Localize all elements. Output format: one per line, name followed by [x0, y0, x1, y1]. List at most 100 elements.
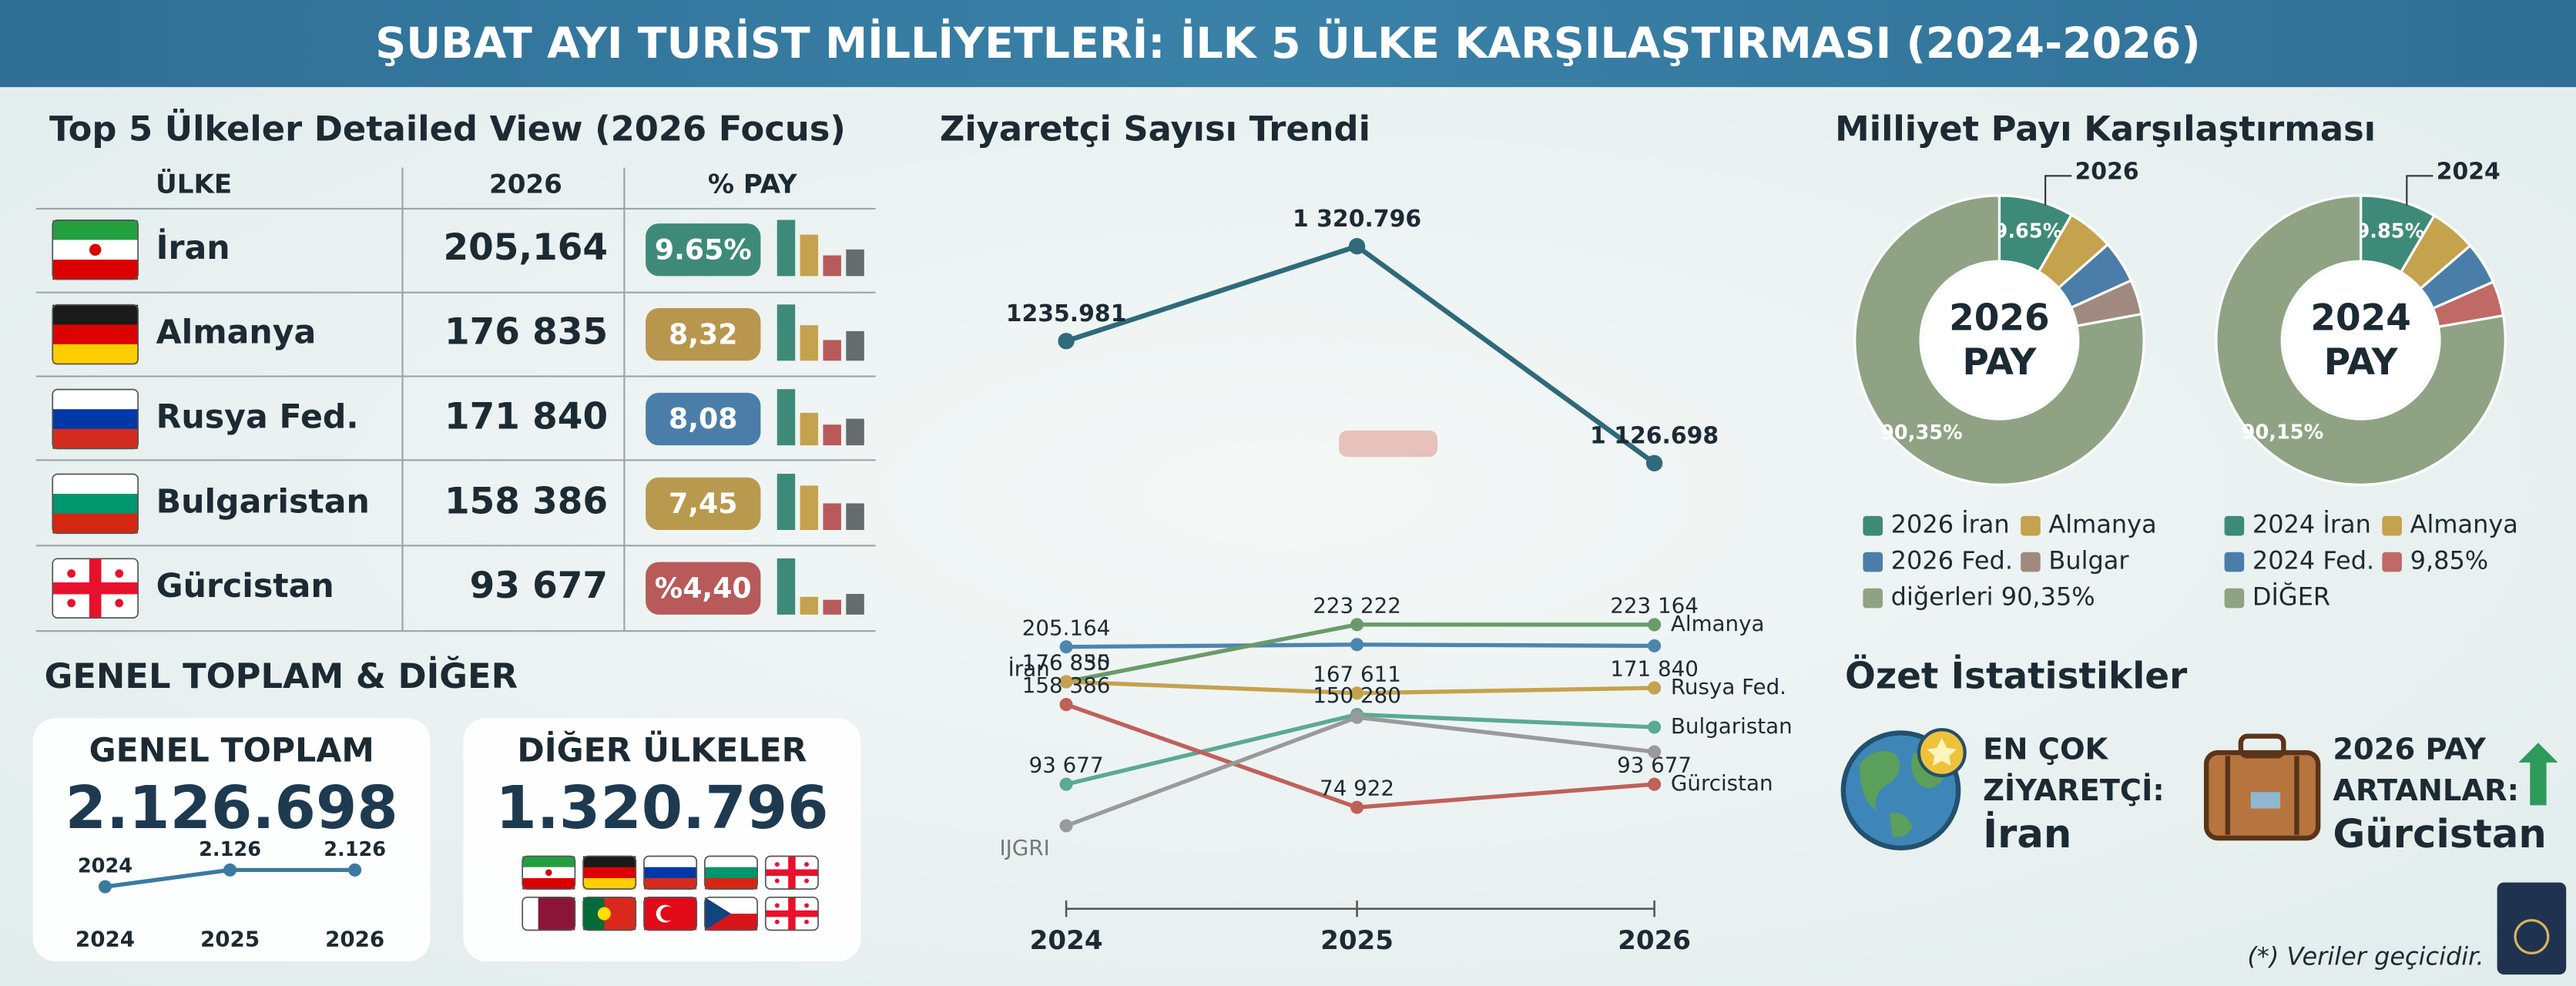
- slice-label: 90,15%: [2242, 421, 2324, 444]
- share-pill: [646, 392, 761, 446]
- mini-bar: [800, 596, 819, 615]
- share-label: 8,32: [669, 317, 737, 350]
- legend-label: 2024 İran: [2252, 510, 2371, 539]
- passport-emblem: [2514, 919, 2550, 954]
- total-point: [223, 863, 237, 877]
- flag-stripe: [52, 220, 139, 240]
- series-point: [1058, 333, 1075, 350]
- flag: [522, 896, 576, 931]
- card-value: 2.126.698: [65, 774, 398, 843]
- chart-title: Milliyet Payı Karşılaştırması: [1835, 109, 2376, 149]
- flag-stripe: [644, 877, 697, 890]
- pie-center: 2024: [2310, 297, 2411, 339]
- total-card: [32, 718, 431, 961]
- legend-swatch: [2382, 552, 2402, 572]
- share-pill: [646, 477, 761, 530]
- value-label: 1 126.698: [1590, 423, 1719, 450]
- mini-bar: [776, 220, 796, 277]
- mini-bar: [800, 485, 819, 530]
- flag-border: [643, 855, 698, 890]
- passport: [2497, 882, 2567, 975]
- series-point: [1648, 745, 1662, 759]
- value-label: 223 164: [1610, 592, 1699, 618]
- legend-swatch: [2021, 552, 2041, 572]
- series-name: Almanya: [1671, 611, 1765, 636]
- flag-stripe: [704, 877, 758, 890]
- mini-bar: [776, 304, 796, 361]
- passport-icon: [2497, 882, 2567, 975]
- value-label: 74 922: [1320, 776, 1394, 801]
- flag-stripe: [52, 409, 139, 430]
- flag-border: [52, 473, 139, 535]
- country-name: Gürcistan: [156, 567, 334, 605]
- flag: [764, 855, 819, 890]
- up-arrow: [2518, 743, 2558, 806]
- legend-swatch: [2224, 588, 2245, 609]
- share-label: 8,08: [669, 402, 737, 435]
- flag: [764, 896, 819, 931]
- flag-border: [764, 855, 819, 890]
- series-name: Rusya Fed.: [1671, 674, 1786, 699]
- flag-stripe: [52, 428, 139, 449]
- country-name: Bulgaristan: [156, 482, 370, 521]
- flag-triangle: [704, 897, 732, 931]
- flag: [704, 896, 759, 931]
- suitcase-icon: [2203, 733, 2321, 841]
- pie-hole: [2283, 263, 2438, 418]
- flag-border: [764, 896, 819, 931]
- legend-label: Almanya: [2410, 510, 2518, 539]
- flag-border: [52, 558, 139, 619]
- column-header: % PAY: [708, 169, 798, 200]
- total-value-label: 2024: [78, 855, 132, 878]
- chart-title: Ziyaretçi Sayısı Trendi: [940, 109, 1370, 149]
- visitor-count: 158 386: [444, 480, 608, 522]
- summary-value: İran: [1983, 810, 2071, 857]
- flag-small-cross: [115, 599, 124, 608]
- share-label: 9.65%: [655, 233, 752, 266]
- series-point: [1350, 710, 1364, 724]
- share-label: 7,45: [669, 487, 737, 520]
- mini-bar: [800, 234, 819, 277]
- flag: [52, 473, 139, 535]
- flag-emblem: [545, 869, 552, 877]
- total-x-label: 2025: [200, 926, 260, 951]
- legend-label: 9,85%: [2410, 546, 2489, 575]
- flag-stripe: [644, 856, 697, 868]
- callout-line: [2406, 175, 2433, 206]
- footnote: (*) Veriler geçicidir.: [2247, 942, 2484, 971]
- series-name: Gürcistan: [1671, 770, 1773, 796]
- flag-cross: [52, 582, 139, 595]
- share-pill: [646, 223, 761, 277]
- value-label: 1235.981: [1006, 300, 1127, 327]
- flag-stripe: [52, 389, 139, 410]
- value-label: 167 611: [1313, 661, 1401, 686]
- flag-border: [643, 896, 698, 931]
- series-point: [1648, 681, 1662, 695]
- section-title: GENEL TOPLAM & DİĞER: [45, 656, 518, 696]
- value-label: 205.164: [1022, 615, 1111, 640]
- series-point: [1350, 800, 1364, 814]
- country-name: Rusya Fed.: [156, 397, 359, 436]
- flag-border: [52, 304, 139, 365]
- flag-border: [704, 855, 759, 890]
- callout: 2024: [2437, 158, 2501, 185]
- card-label: DİĞER ÜLKELER: [517, 731, 807, 770]
- card-label: GENEL TOPLAM: [89, 732, 374, 770]
- flag-band: [522, 897, 538, 931]
- value-label: 93 677: [1029, 753, 1104, 778]
- share-label: %4,40: [655, 572, 752, 605]
- mini-bar: [776, 474, 796, 530]
- legend-swatch: [2382, 515, 2402, 536]
- flag-stripe: [583, 867, 636, 879]
- flag-small-cross: [804, 878, 810, 884]
- value-label: 1 320.796: [1293, 206, 1421, 233]
- flag-border: [522, 855, 576, 890]
- flag-small-cross: [774, 862, 780, 867]
- flag-stripe: [52, 344, 139, 364]
- flag-small-cross: [115, 569, 124, 578]
- slice-label: 90,35%: [1880, 421, 1963, 444]
- share-pill: [646, 308, 761, 361]
- mini-bar: [846, 330, 864, 361]
- flag: [643, 855, 698, 890]
- flag-cross: [765, 910, 819, 917]
